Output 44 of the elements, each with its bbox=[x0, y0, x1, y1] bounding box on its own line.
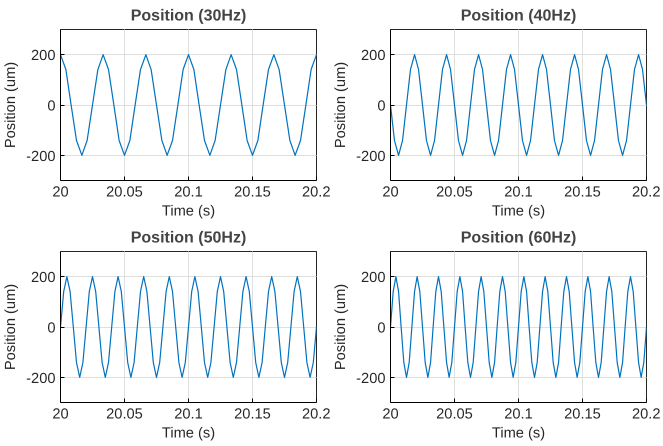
x-tick-label: 20.1 bbox=[504, 406, 533, 422]
x-axis-title: Time (s) bbox=[162, 426, 216, 442]
y-axis-title: Position (um) bbox=[3, 62, 20, 148]
x-tick-label: 20.1 bbox=[174, 184, 203, 200]
y-tick-label: 200 bbox=[361, 270, 386, 286]
chart-title: Position (50Hz) bbox=[130, 230, 246, 246]
x-tick-label: 20.05 bbox=[106, 406, 143, 422]
y-tick-label: 0 bbox=[377, 98, 386, 114]
x-tick-label: 20 bbox=[52, 184, 69, 200]
x-tick-label: 20.05 bbox=[106, 184, 143, 200]
y-axis-title: Position (um) bbox=[3, 284, 20, 370]
x-axis-title: Time (s) bbox=[492, 426, 546, 442]
y-tick-label: 200 bbox=[31, 48, 56, 64]
x-tick-label: 20.15 bbox=[564, 406, 601, 422]
x-tick-label: 20.05 bbox=[436, 184, 473, 200]
chart-title: Position (40Hz) bbox=[460, 8, 576, 24]
x-tick-label: 20.15 bbox=[564, 184, 601, 200]
x-tick-label: 20.2 bbox=[302, 406, 331, 422]
x-tick-label: 20.15 bbox=[234, 406, 271, 422]
x-tick-label: 20.2 bbox=[632, 406, 661, 422]
x-tick-label: 20.05 bbox=[436, 406, 473, 422]
y-tick-label: 0 bbox=[47, 320, 56, 336]
x-tick-label: 20.1 bbox=[504, 184, 533, 200]
y-axis-title: Position (um) bbox=[333, 284, 350, 370]
y-tick-label: -200 bbox=[356, 370, 386, 387]
x-tick-label: 20 bbox=[382, 406, 399, 422]
y-tick-label: -200 bbox=[26, 370, 56, 387]
x-tick-label: 20.1 bbox=[174, 406, 203, 422]
x-tick-label: 20.2 bbox=[632, 184, 661, 200]
y-tick-label: 200 bbox=[361, 48, 386, 64]
y-tick-label: 200 bbox=[31, 270, 56, 286]
y-tick-label: -200 bbox=[356, 148, 386, 165]
x-tick-label: 20.2 bbox=[302, 184, 331, 200]
chart-title: Position (30Hz) bbox=[130, 8, 246, 24]
y-tick-label: -200 bbox=[26, 148, 56, 165]
x-tick-label: 20 bbox=[382, 184, 399, 200]
x-tick-label: 20 bbox=[52, 406, 69, 422]
chart-title: Position (60Hz) bbox=[460, 230, 576, 246]
x-axis-title: Time (s) bbox=[162, 204, 216, 220]
x-axis-title: Time (s) bbox=[492, 204, 546, 220]
y-axis-title: Position (um) bbox=[333, 62, 350, 148]
y-tick-label: 0 bbox=[377, 320, 386, 336]
y-tick-label: 0 bbox=[47, 98, 56, 114]
x-tick-label: 20.15 bbox=[234, 184, 271, 200]
